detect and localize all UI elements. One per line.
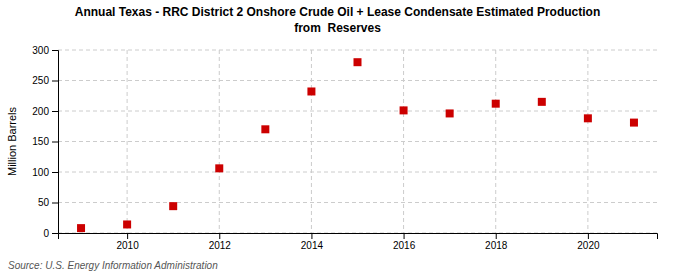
x-axis-tick-mark (219, 233, 220, 239)
y-axis-tick-mark (52, 233, 58, 234)
grid-line-y (58, 80, 657, 81)
x-axis-tick-mark (496, 233, 497, 239)
y-axis-tick-mark (52, 203, 58, 204)
x-axis-tick: 2014 (301, 233, 324, 251)
plot-area: 2010 2012 2014 2016 2018 2020 0 50 100 150 200 250 3… (32, 45, 657, 251)
grid-line-y (58, 141, 657, 142)
x-axis-tick-label: 2020 (577, 240, 600, 251)
y-axis-tick-label: 200 (32, 106, 49, 117)
y-axis-tick-label: 0 (43, 228, 49, 239)
x-axis-tick-label: 2018 (485, 240, 508, 251)
annotation: Source: U.S. Energy Information Administ… (8, 260, 218, 271)
point (215, 164, 223, 172)
point (584, 114, 592, 122)
y-axis-tick-label: 250 (32, 75, 49, 86)
points (77, 58, 638, 232)
x-axis: 2010 2012 2014 2016 2018 2020 (59, 233, 658, 251)
grid-line-x (403, 50, 404, 233)
y-axis-tick: 200 (32, 106, 58, 117)
x-axis-line (59, 234, 658, 240)
grid-line-x (311, 50, 312, 233)
point (400, 106, 408, 114)
y-axis-tick-label: 150 (32, 136, 49, 147)
point (169, 202, 177, 210)
x-axis-tick: 2020 (577, 233, 600, 251)
point (630, 119, 638, 127)
point (538, 98, 546, 106)
chart: Annual Texas - RRC District 2 Onshore Cr… (0, 0, 675, 275)
grid-line-x (495, 50, 496, 233)
grid-line-y (58, 202, 657, 203)
grid-line-x (587, 50, 588, 233)
y-axis-tick-mark (52, 111, 58, 112)
x-axis-tick-label: 2010 (116, 240, 139, 251)
point (446, 109, 454, 117)
point (307, 87, 315, 95)
grid-line-x (219, 50, 220, 233)
x-axis-tick: 2012 (209, 233, 232, 251)
point (492, 100, 500, 108)
subtitle: from Reserves (294, 21, 381, 35)
y-axis: 0 50 100 150 200 250 300 (32, 45, 58, 239)
y-axis-tick-mark (52, 172, 58, 173)
x-axis-tick: 2016 (393, 233, 416, 251)
grid (58, 50, 657, 233)
y-axis-tick: 150 (32, 136, 58, 147)
y-axis-title: Million Barrels (6, 106, 18, 176)
y-axis-tick-mark (52, 50, 58, 51)
grid-line-x (127, 50, 128, 233)
y-axis-tick-label: 300 (32, 45, 49, 56)
x-axis-tick: 2010 (116, 233, 139, 251)
x-axis-tick-mark (404, 233, 405, 239)
y-axis-tick-label: 50 (38, 197, 50, 208)
y-axis-line (52, 51, 59, 234)
y-axis-tick-label: 100 (32, 167, 49, 178)
grid-line-y (58, 172, 657, 173)
y-axis-tick: 250 (32, 75, 58, 86)
x-axis-tick-mark (311, 233, 312, 239)
grid-line-y (58, 111, 657, 112)
y-axis-tick-mark (52, 81, 58, 82)
grid-line-y (58, 50, 657, 51)
x-axis-tick-label: 2014 (301, 240, 324, 251)
x-axis-tick-label: 2012 (209, 240, 232, 251)
y-axis-tick: 300 (32, 45, 58, 56)
x-axis-tick: 2018 (485, 233, 508, 251)
point (261, 125, 269, 133)
x-axis-tick-label: 2016 (393, 240, 416, 251)
y-axis-tick-mark (52, 142, 58, 143)
x-axis-tick-mark (588, 233, 589, 239)
point (77, 224, 85, 232)
x-axis-tick-mark (127, 233, 128, 239)
y-axis-tick: 0 (43, 228, 58, 239)
point (354, 58, 362, 66)
y-axis-tick: 50 (38, 197, 58, 208)
point (123, 220, 131, 228)
y-axis-tick: 100 (32, 167, 58, 178)
title: Annual Texas - RRC District 2 Onshore Cr… (75, 5, 601, 19)
